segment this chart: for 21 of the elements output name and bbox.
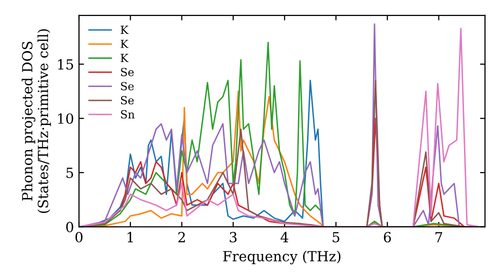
y-tick-label: 0 <box>66 222 74 232</box>
x-tick-label: 5 <box>332 232 340 242</box>
x-tick-label: 1 <box>128 232 133 242</box>
x-tick-label: 7 <box>435 232 442 242</box>
y-axis-title: Phonon projected DOS (States/THz·primitive cell) <box>22 29 51 213</box>
legend-label: K <box>120 26 129 34</box>
legend-label: Sn <box>121 110 135 119</box>
legend-label: Se <box>121 96 134 104</box>
y-tick-label: 15 <box>58 59 74 70</box>
x-axis-title: Frequency (THz) <box>223 250 340 264</box>
x-tick-label: 0 <box>75 232 82 242</box>
legend-label: Se <box>121 82 134 90</box>
x-tick-label: 3 <box>230 232 237 242</box>
y-tick-label: 5 <box>66 168 74 178</box>
x-tick-label: 2 <box>178 232 185 242</box>
legend-label: Se <box>121 68 134 76</box>
legend-label: K <box>120 40 129 48</box>
x-tick-label: 4 <box>280 232 288 242</box>
y-tick-label: 10 <box>58 113 74 124</box>
x-tick-label: 6 <box>384 232 391 242</box>
legend-label: K <box>120 54 129 62</box>
